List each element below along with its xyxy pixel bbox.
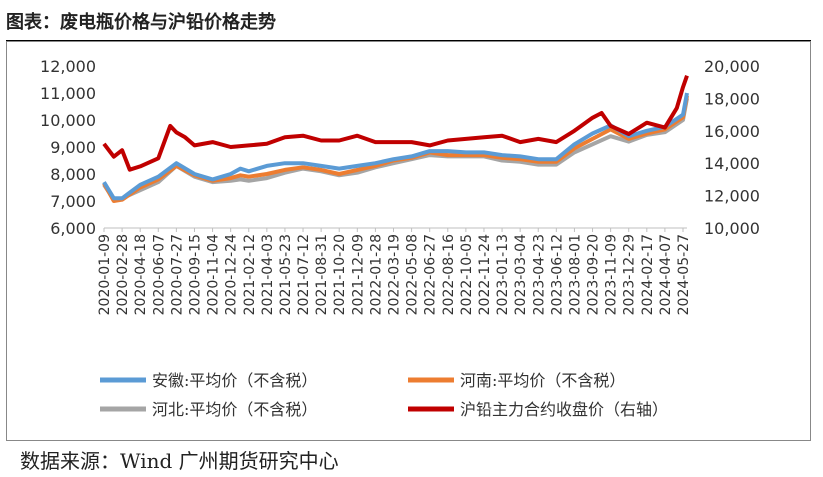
- x-tick-label: 2022-10-05: [459, 234, 475, 315]
- y-right-tick-label: 10,000: [704, 219, 760, 238]
- x-tick-label: 2020-06-07: [151, 234, 167, 315]
- x-tick-label: 2023-11-09: [604, 234, 620, 315]
- y-right-tick-label: 18,000: [704, 89, 760, 108]
- x-tick-label: 2020-04-18: [133, 234, 149, 315]
- x-tick-label: 2022-05-08: [405, 234, 421, 315]
- x-tick-label: 2023-06-12: [549, 234, 565, 315]
- y-left-tick-label: 10,000: [40, 111, 96, 130]
- x-tick-label: 2021-12-09: [350, 234, 366, 315]
- y-left-tick-label: 6,000: [50, 219, 96, 238]
- x-tick-label: 2021-02-12: [242, 234, 258, 315]
- x-tick-label: 2022-08-16: [441, 234, 457, 315]
- chart-frame: [6, 41, 811, 441]
- y-left-tick-label: 7,000: [50, 192, 96, 211]
- x-tick-label: 2023-04-23: [531, 234, 547, 315]
- x-tick-label: 2024-02-17: [640, 234, 656, 315]
- series-line-anhui: [102, 92, 689, 201]
- x-tick-label: 2021-07-12: [296, 234, 312, 315]
- series-line-shanghai-lead: [102, 75, 689, 172]
- legend-label-shanghai-lead: 沪铅主力合约收盘价（右轴）: [460, 400, 668, 419]
- x-tick-label: 2021-08-31: [314, 234, 330, 315]
- y-left-tick-label: 8,000: [50, 165, 96, 184]
- x-tick-label: 2021-10-20: [332, 234, 348, 315]
- x-tick-label: 2023-08-01: [567, 234, 583, 315]
- x-tick-label: 2024-05-27: [676, 234, 692, 315]
- y-left-tick-label: 12,000: [40, 57, 96, 76]
- x-tick-label: 2020-07-27: [169, 234, 185, 315]
- source-note: 数据来源：Wind 广州期货研究中心: [20, 449, 339, 473]
- x-tick-label: 2023-03-04: [513, 234, 529, 315]
- x-tick-label: 2022-03-19: [387, 234, 403, 315]
- y-right-tick-label: 12,000: [704, 187, 760, 206]
- x-tick-label: 2021-05-23: [278, 234, 294, 315]
- x-tick-label: 2022-06-27: [423, 234, 439, 315]
- y-left-tick-label: 11,000: [40, 84, 96, 103]
- x-tick-label: 2023-09-20: [586, 234, 602, 315]
- x-tick-label: 2020-12-24: [224, 234, 240, 315]
- x-tick-label: 2022-01-28: [368, 234, 384, 315]
- y-right-tick-label: 16,000: [704, 122, 760, 141]
- x-tick-label: 2021-04-03: [260, 234, 276, 315]
- legend-label-hebei: 河北:平均价（不含税）: [152, 400, 317, 419]
- x-tick-label: 2020-02-28: [115, 234, 131, 315]
- y-left-tick-label: 9,000: [50, 138, 96, 157]
- legend-label-henan: 河南:平均价（不含税）: [460, 371, 625, 390]
- chart-title: 图表：废电瓶价格与沪铅价格走势: [6, 6, 811, 41]
- y-right-tick-label: 14,000: [704, 154, 760, 173]
- legend-label-anhui: 安徽:平均价（不含税）: [152, 371, 317, 390]
- y-right-tick-label: 20,000: [704, 57, 760, 76]
- x-tick-label: 2023-01-13: [495, 234, 511, 315]
- x-tick-label: 2022-11-24: [477, 234, 493, 315]
- series-line-henan: [102, 95, 689, 203]
- x-tick-label: 2024-04-07: [658, 234, 674, 315]
- x-tick-label: 2020-01-09: [97, 234, 113, 315]
- x-tick-label: 2020-09-15: [187, 234, 203, 315]
- x-tick-label: 2020-11-04: [206, 234, 222, 315]
- x-tick-label: 2023-12-29: [622, 234, 638, 315]
